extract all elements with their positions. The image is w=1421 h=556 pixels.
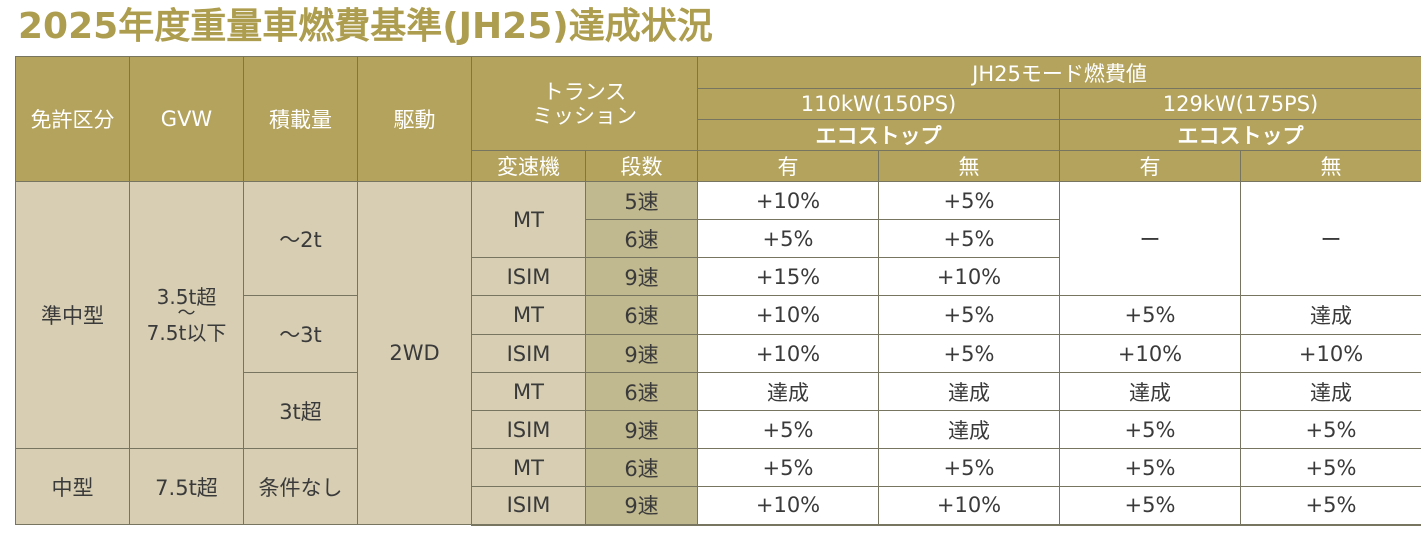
- table-row: 3t超 MT 6速 達成 達成 達成 達成: [16, 372, 1421, 449]
- gears-cell: 6速: [585, 448, 698, 487]
- value-cell: +5%: [1239, 486, 1421, 526]
- header-transmission-line1: トランス: [542, 79, 627, 104]
- load-up-to-2t: 〜2t: [243, 181, 358, 296]
- gvw-range: 3.5t超〜 7.5t以下: [129, 181, 244, 449]
- gears-cell: 6速: [585, 219, 698, 258]
- value-cell: +5%: [697, 410, 879, 449]
- license-jun-chugata: 準中型: [15, 181, 130, 449]
- table-row: 中型 7.5t超 条件なし MT 6速 +5% +5% +5% +5%: [15, 448, 1421, 525]
- value-dash-129kw-on: ー: [1059, 181, 1241, 296]
- drive-2wd: 2WD: [357, 181, 472, 525]
- header-gearbox: 変速機: [471, 150, 586, 182]
- value-cell: +10%: [878, 257, 1060, 296]
- header-transmission: トランス ミッション: [471, 56, 698, 151]
- page-title: 2025年度重量車燃費基準(JH25)達成状況: [18, 6, 713, 47]
- header-ecostop-129kw: エコストップ: [1058, 119, 1421, 151]
- gvw-over: 7.5t超: [129, 448, 244, 525]
- table-row: 準中型 3.5t超〜 7.5t以下 〜2t 2WD MT 5速 +10% +5% …: [15, 181, 1421, 525]
- value-cell: +10%: [878, 486, 1060, 526]
- gears-cell: 9速: [585, 410, 698, 449]
- trans-cell: MT: [471, 181, 586, 258]
- value-cell: 達成: [878, 410, 1060, 449]
- value-cell: +5%: [878, 448, 1060, 487]
- trans-cell: MT: [471, 295, 586, 335]
- trans-cell: ISIM: [471, 486, 586, 526]
- trans-cell: ISIM: [471, 257, 586, 296]
- value-cell: +10%: [697, 486, 879, 526]
- trans-cell: ISIM: [471, 334, 586, 373]
- trans-cell: MT: [471, 448, 586, 487]
- license-chugata: 中型: [15, 448, 130, 525]
- trans-cell: ISIM: [471, 410, 586, 449]
- gvw-range-line2: 7.5t以下: [146, 321, 227, 345]
- value-cell: 達成: [1239, 295, 1421, 335]
- header-load: 積載量: [243, 56, 358, 182]
- table-row: 〜3t MT 6速 +10% +5% +5% 達成: [16, 295, 1421, 373]
- header-drive: 駆動: [357, 56, 472, 182]
- value-cell: +15%: [697, 257, 879, 296]
- value-cell: +5%: [1239, 448, 1421, 487]
- header-129kw-ecostop-on: 有: [1059, 150, 1241, 182]
- header-fuel-group: JH25モード燃費値: [696, 56, 1421, 89]
- value-cell: +5%: [878, 295, 1060, 335]
- header-gears: 段数: [585, 150, 698, 182]
- value-cell: +5%: [697, 219, 879, 258]
- value-cell: +5%: [1059, 410, 1241, 449]
- value-cell: +10%: [697, 334, 879, 373]
- gvw-range-tilde: 〜: [177, 303, 196, 324]
- value-cell: +10%: [1239, 334, 1421, 373]
- fuel-standard-table: 免許区分 GVW 積載量 駆動 トランス ミッション JH25モード燃費値 110…: [15, 56, 1421, 526]
- gears-cell: 9速: [585, 486, 698, 526]
- gvw-range-line1: 3.5t超: [156, 285, 217, 309]
- table-row: ISIM 9速 +10% +5% +10% +10%: [16, 334, 1421, 373]
- value-cell: +5%: [878, 219, 1060, 258]
- header-ecostop-110kw: エコストップ: [697, 119, 1060, 151]
- value-cell: +10%: [697, 181, 879, 220]
- load-over-3t: 3t超: [243, 372, 358, 449]
- value-cell: +5%: [1059, 448, 1241, 487]
- value-cell: +5%: [1239, 410, 1421, 449]
- value-cell: 達成: [1059, 372, 1241, 411]
- gears-cell: 9速: [585, 334, 698, 373]
- value-cell: 達成: [697, 372, 879, 411]
- gears-cell: 5速: [585, 181, 698, 220]
- value-cell: 達成: [878, 372, 1060, 411]
- trans-cell: MT: [471, 372, 586, 411]
- header-engine-129kw: 129kW(175PS): [1058, 88, 1421, 120]
- header-gvw: GVW: [129, 56, 244, 182]
- value-cell: +5%: [878, 334, 1060, 373]
- header-110kw-ecostop-off: 無: [878, 150, 1060, 182]
- header-110kw-ecostop-on: 有: [697, 150, 879, 182]
- load-up-to-3t: 〜3t: [243, 295, 358, 373]
- gears-cell: 6速: [585, 295, 698, 335]
- load-no-condition: 条件なし: [243, 448, 358, 525]
- value-cell: +5%: [1059, 295, 1241, 335]
- value-cell: +5%: [697, 448, 879, 487]
- header-engine-110kw: 110kW(150PS): [697, 88, 1060, 120]
- value-dash-129kw-off: ー: [1239, 181, 1421, 296]
- header-129kw-ecostop-off: 無: [1239, 150, 1421, 182]
- value-cell: 達成: [1239, 372, 1421, 411]
- value-cell: +5%: [878, 181, 1060, 220]
- header-license: 免許区分: [15, 56, 130, 182]
- table-row: 6速 +5% +5%: [16, 219, 1421, 258]
- header-transmission-line2: ミッション: [532, 103, 637, 128]
- value-cell: +10%: [1059, 334, 1241, 373]
- value-cell: +10%: [697, 295, 879, 335]
- value-cell: +5%: [1059, 486, 1241, 526]
- gears-cell: 9速: [585, 257, 698, 296]
- table-row: ISIM 9速 +10% +10% +5% +5%: [16, 486, 1421, 526]
- gears-cell: 6速: [585, 372, 698, 411]
